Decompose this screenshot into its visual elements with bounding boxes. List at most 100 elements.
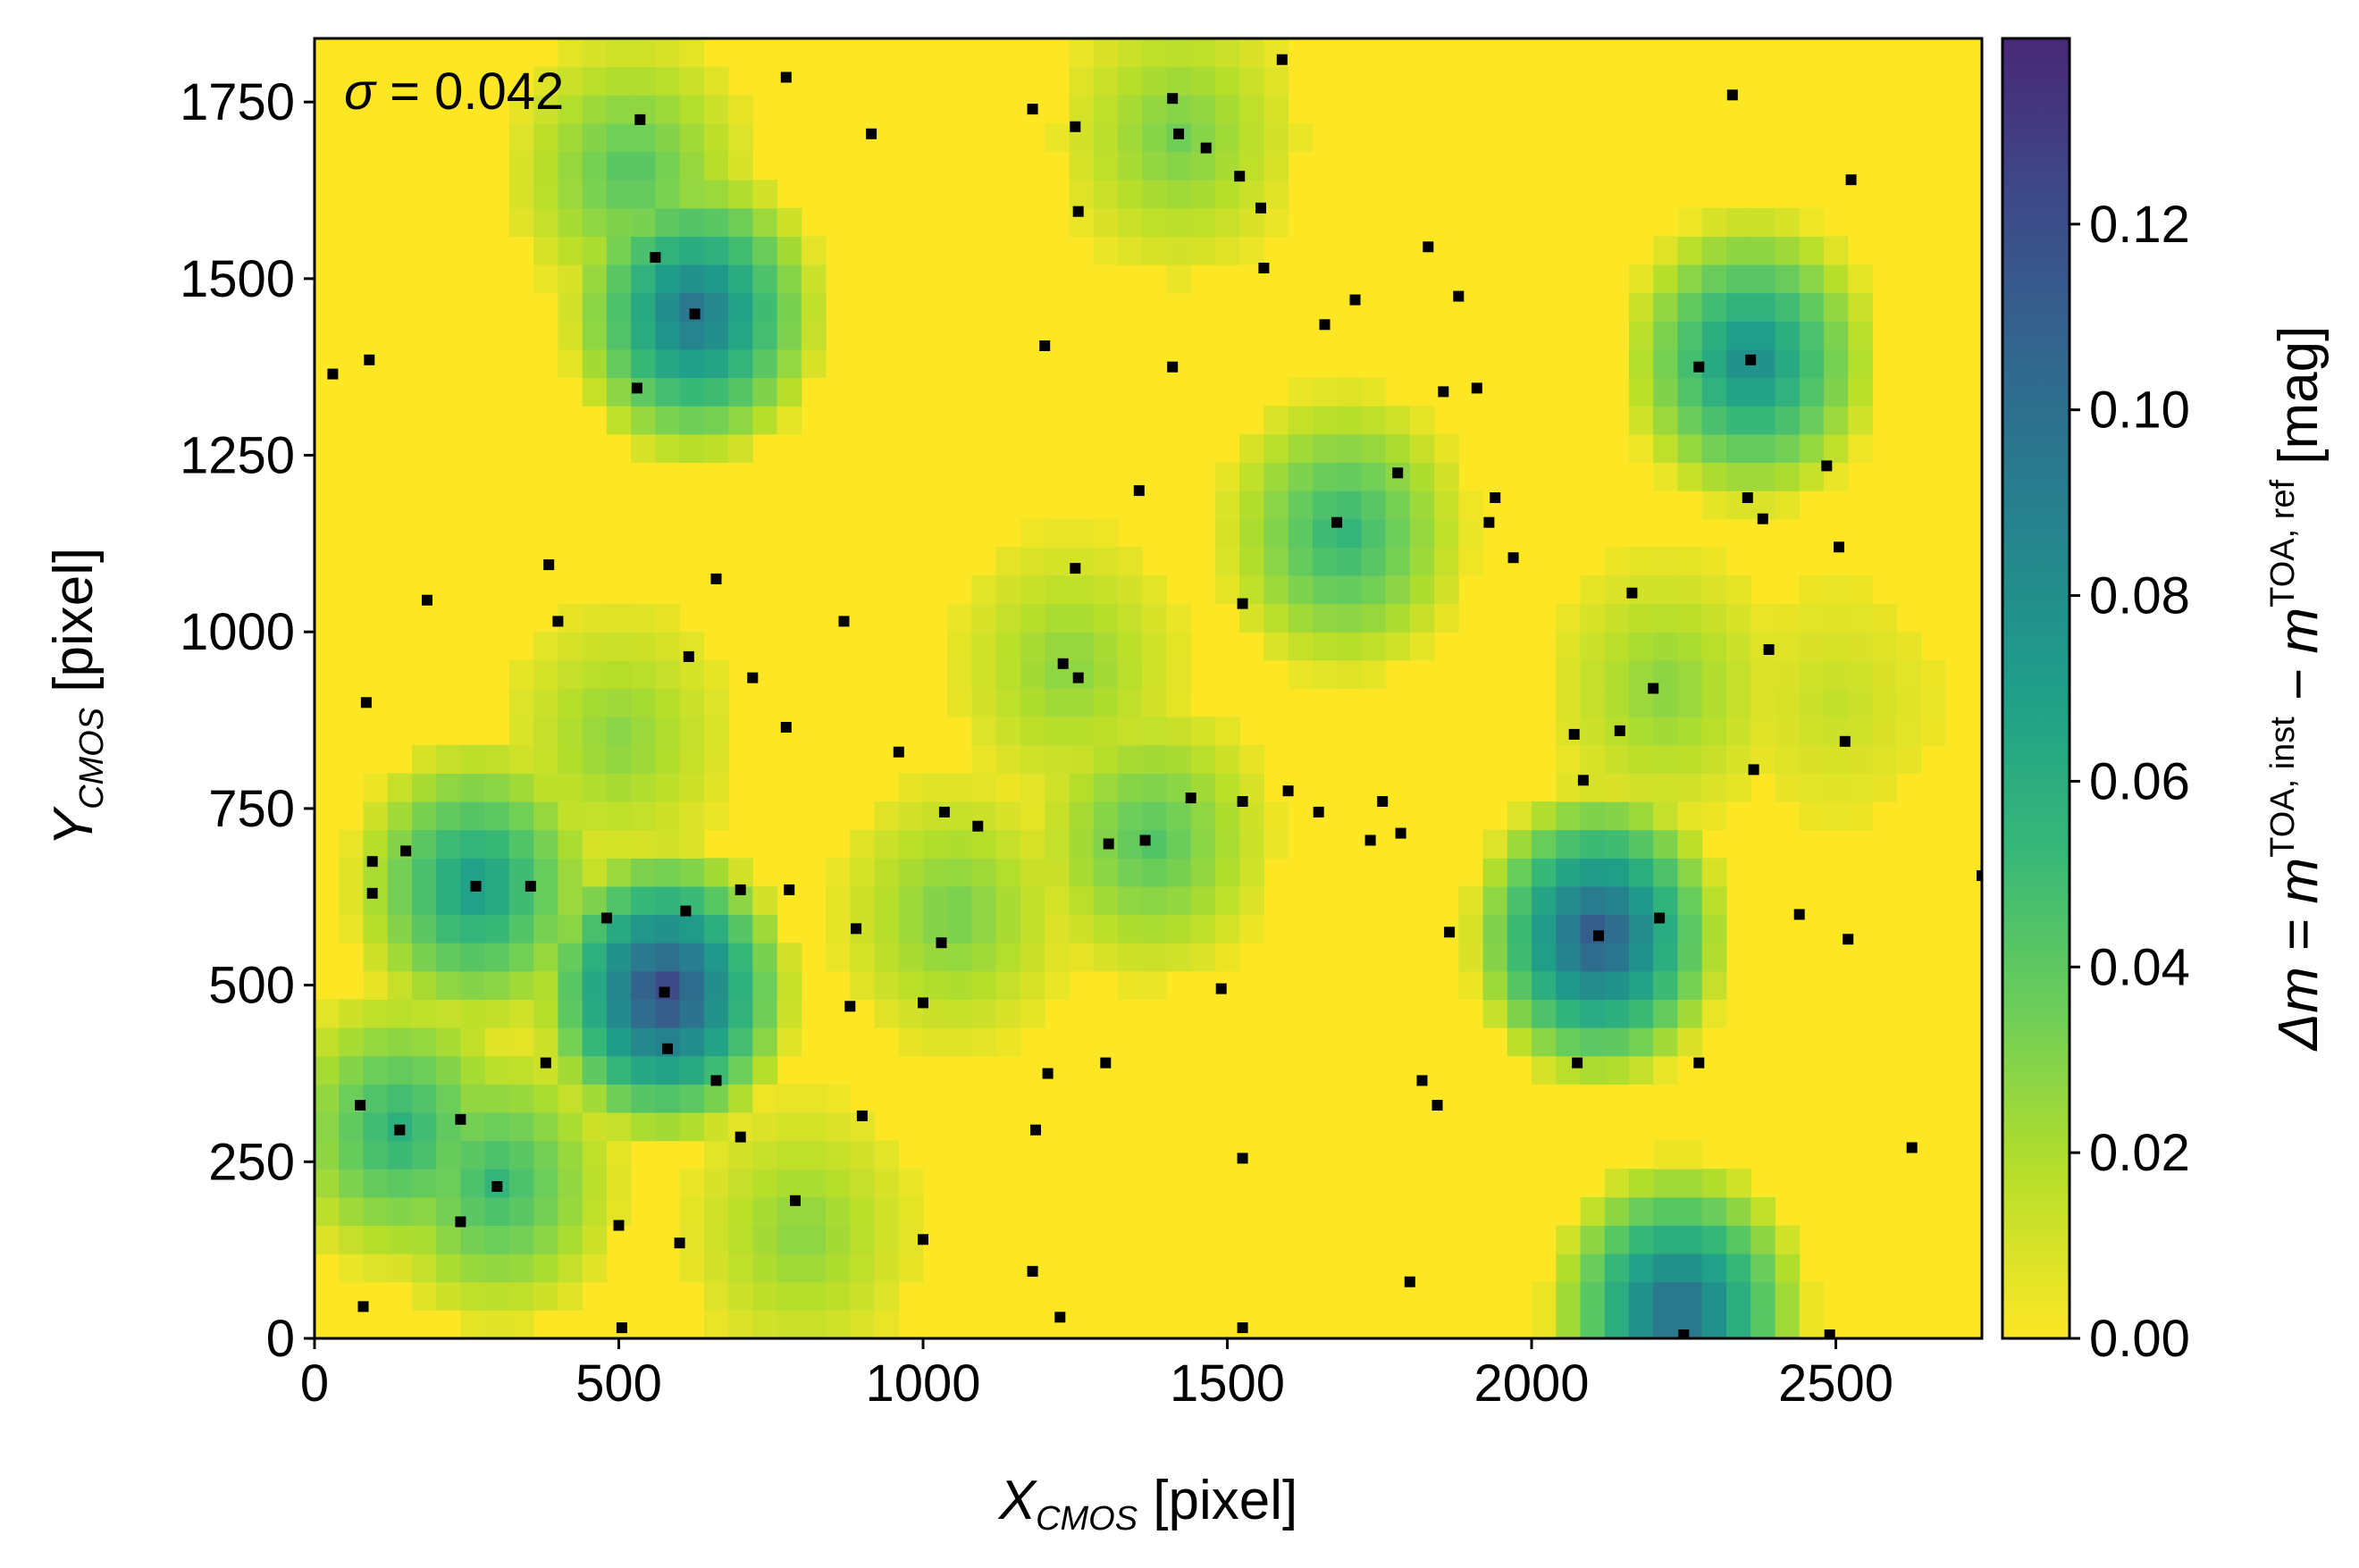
heatmap-cell [728,914,753,943]
heatmap-cell [1190,151,1216,180]
heatmap-cell [801,321,827,350]
heatmap-cell [1750,264,1776,294]
heatmap-cell [558,1169,583,1198]
heatmap-cell [1142,744,1167,774]
heatmap-cell [533,1254,558,1283]
source-point [1027,1265,1038,1277]
source-point [1507,552,1519,564]
heatmap-cell [1604,659,1630,690]
y-tick-label: 250 [208,1133,295,1191]
heatmap-cell [801,264,827,294]
heatmap-cell [1117,943,1143,972]
heatmap-cell [1823,433,1849,463]
source-point [683,650,694,662]
heatmap-cell [363,1027,389,1057]
heatmap-cell [1239,236,1264,265]
heatmap-cell [1093,688,1119,717]
heatmap-cell [1117,603,1143,633]
heatmap-cell [363,914,389,943]
heatmap-cell [995,829,1021,859]
source-point [470,880,482,892]
heatmap-cell [1629,348,1654,379]
heatmap-cell [1190,66,1216,96]
heatmap-cell [582,207,608,237]
heatmap-cell [1556,1225,1582,1254]
heatmap-cell [874,943,900,972]
heatmap-cell [1361,575,1387,605]
heatmap-cell [826,858,851,887]
heatmap-cell [1726,659,1751,690]
heatmap-cell [752,1310,778,1338]
source-point [422,594,432,606]
heatmap-cell [1020,773,1045,802]
heatmap-cell [655,38,681,68]
heatmap-cell [1848,575,1873,605]
heatmap-cell [1482,943,1508,972]
heatmap-cell [1750,207,1776,237]
heatmap-cell [558,943,583,972]
heatmap-cell [1263,462,1289,491]
y-tick-label: 0 [266,1310,295,1368]
heatmap-cell [1823,632,1849,661]
heatmap-cell [1799,462,1825,491]
heatmap-cell [995,603,1021,633]
heatmap-cell [1166,717,1192,746]
heatmap-cell [606,829,632,859]
source-point [357,1301,369,1312]
heatmap-cell [728,95,753,124]
source-point [866,128,877,139]
heatmap-cell [436,829,461,859]
heatmap-cell [387,801,413,831]
source-point [1237,1153,1248,1164]
heatmap-cell [1020,688,1045,717]
heatmap-cell [1117,632,1143,661]
heatmap-cell [995,1027,1021,1057]
heatmap-cell [1580,603,1606,633]
heatmap-cell [460,1027,486,1057]
heatmap-cell [558,688,583,717]
heatmap-cell [679,1254,705,1283]
heatmap-cell [1020,885,1045,916]
heatmap-cell [1190,180,1216,209]
heatmap-cell [508,1310,534,1338]
heatmap-cell [1677,1225,1703,1254]
heatmap-cell [703,858,729,887]
heatmap-cell [1726,377,1751,407]
heatmap-cell [387,943,413,972]
heatmap-cell [1190,236,1216,265]
heatmap-cell [412,943,437,972]
heatmap-cell [1604,1310,1630,1338]
heatmap-cell [1093,95,1119,124]
heatmap-cell [1045,744,1070,774]
source-point [1444,927,1456,938]
heatmap-cell [1020,547,1045,576]
heatmap-cell [1677,717,1703,746]
source-point [710,573,722,584]
heatmap-cell [1263,829,1289,859]
heatmap-cell [582,688,608,717]
heatmap-cell [1629,547,1654,576]
heatmap-cell [1142,943,1167,972]
heatmap-cell [752,1169,778,1198]
heatmap-cell [1677,433,1703,463]
source-point [1054,1312,1066,1323]
heatmap-cell [971,575,997,605]
heatmap-cell [1677,858,1703,887]
heatmap-cell [1069,66,1095,96]
x-tick-label: 0 [300,1354,329,1413]
heatmap-cell [387,1169,413,1198]
heatmap-cell [1166,38,1192,68]
heatmap-cell [947,970,973,1000]
heatmap-cell [460,1140,486,1170]
source-point [1678,1329,1690,1338]
heatmap-cell [679,688,705,717]
heatmap-cell [582,1027,608,1057]
heatmap-cell [1896,744,1922,774]
heatmap-cell [679,999,705,1028]
heatmap-cell [412,1027,437,1057]
heatmap-cell [1604,1027,1630,1057]
heatmap-cell [947,999,973,1028]
heatmap-cell [874,1254,900,1283]
source-point [394,1124,406,1136]
heatmap-cell [1166,914,1192,943]
